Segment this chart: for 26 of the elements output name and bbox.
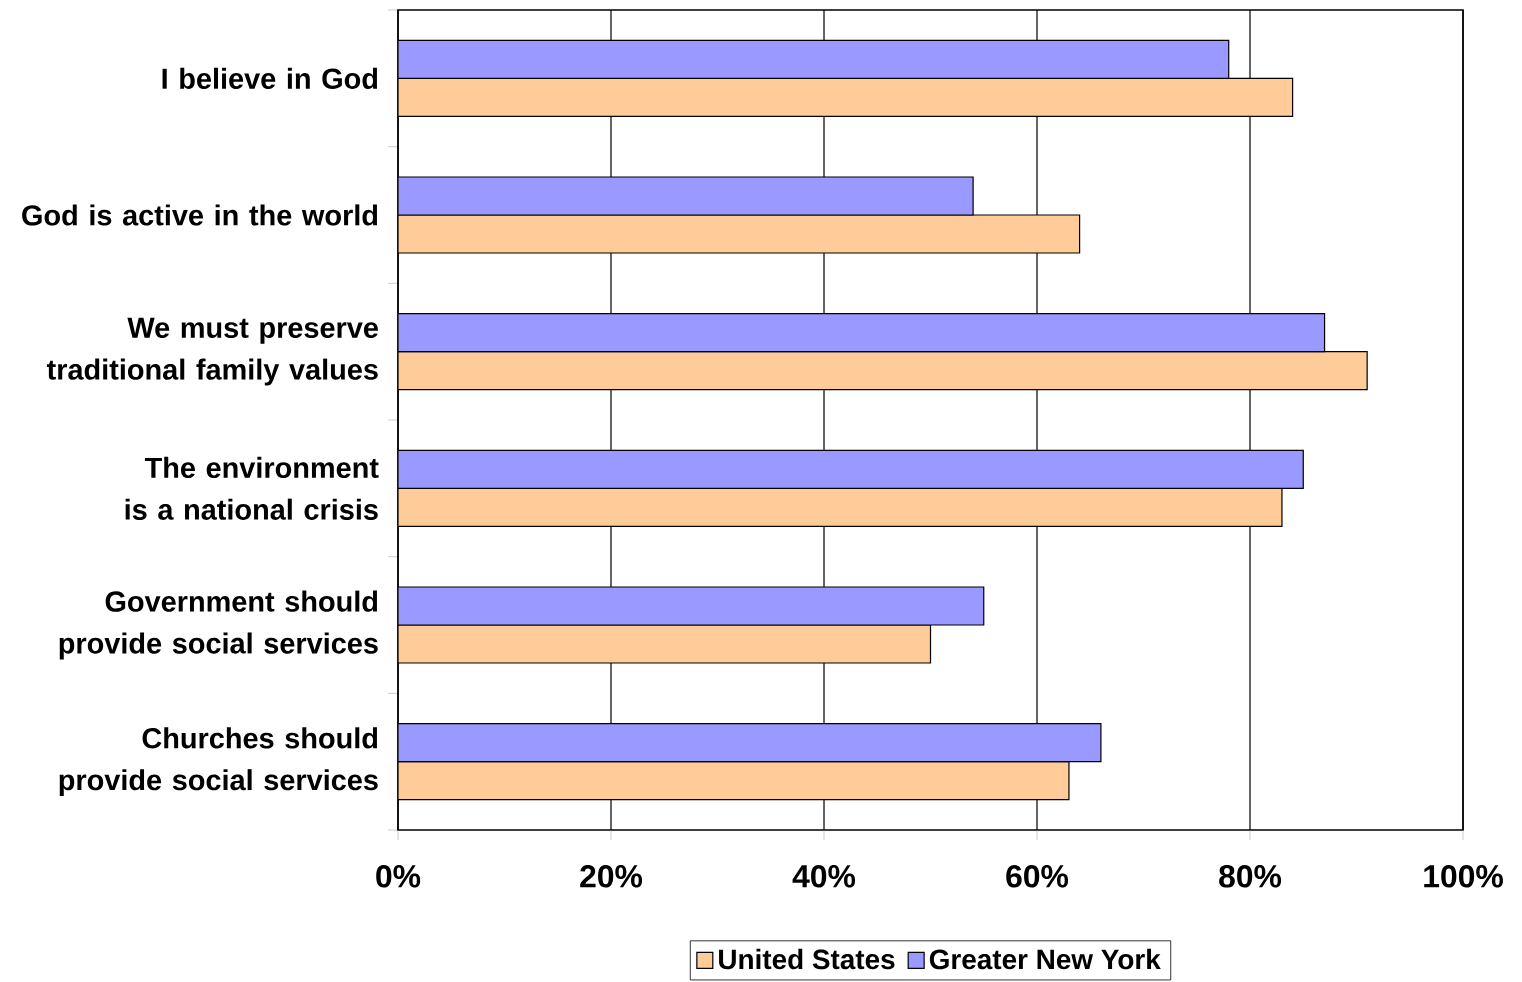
x-tick-label: 40%	[792, 865, 856, 888]
y-tick-label: We must preserve traditional family values	[46, 317, 378, 386]
bar	[398, 176, 974, 216]
x-tick-label: 0%	[376, 865, 421, 888]
bar	[398, 39, 1230, 79]
x-tick-label: 60%	[1006, 865, 1069, 888]
x-tick-label: 20%	[580, 865, 643, 888]
y-tick-label: God is active in the world	[22, 204, 378, 226]
bar	[398, 77, 1294, 117]
bar	[398, 487, 1283, 527]
bar	[398, 586, 985, 626]
bar	[398, 214, 1081, 254]
y-tick-label: I believe in God	[162, 67, 378, 89]
x-tick-label: 80%	[1219, 865, 1282, 888]
bar	[398, 351, 1368, 391]
y-tick-label: Churches should provide social services	[59, 727, 378, 797]
legend-label: Greater New York	[929, 948, 1161, 970]
bar	[398, 313, 1326, 353]
legend-label: United States	[719, 948, 895, 970]
bar	[398, 761, 1070, 801]
x-tick-label: 100%	[1424, 865, 1503, 888]
y-tick-label: Government should provide social services	[59, 590, 378, 660]
bar	[398, 449, 1304, 489]
y-tick-label: The environment is a national crisis	[125, 456, 379, 520]
bar	[398, 624, 932, 664]
bar	[398, 723, 1102, 763]
